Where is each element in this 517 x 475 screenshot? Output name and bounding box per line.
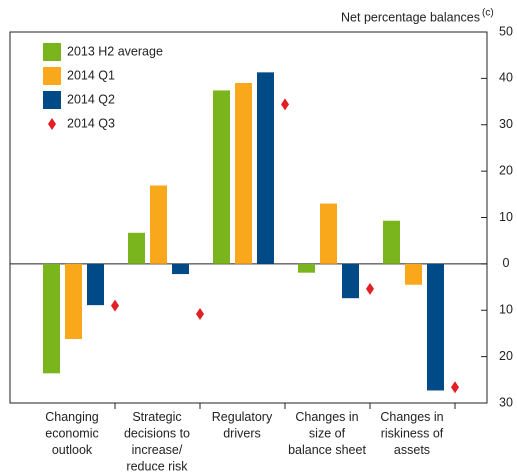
legend-swatch bbox=[43, 91, 61, 109]
marker bbox=[281, 98, 289, 111]
y-tick-label: 30 bbox=[499, 395, 513, 409]
marker bbox=[366, 282, 374, 295]
bar bbox=[172, 263, 189, 275]
bar bbox=[405, 263, 422, 285]
bar bbox=[235, 83, 252, 264]
bar bbox=[257, 72, 274, 264]
y-axis-label-note: (c) bbox=[482, 8, 494, 19]
bar bbox=[298, 263, 315, 273]
marker bbox=[451, 381, 459, 394]
x-tick-label: Changing economic outlook bbox=[45, 410, 99, 457]
y-tick-label: 10 bbox=[499, 303, 513, 317]
x-tick-label: Regulatory drivers bbox=[212, 410, 273, 441]
bar bbox=[427, 263, 444, 391]
bar bbox=[150, 185, 167, 264]
x-tick-label: Changes in size of balance sheet bbox=[288, 410, 366, 457]
bar bbox=[342, 263, 359, 299]
marker bbox=[111, 299, 119, 312]
legend-label: 2013 H2 average bbox=[67, 44, 163, 58]
bar bbox=[87, 263, 104, 306]
y-axis-label: Net percentage balances bbox=[341, 10, 480, 24]
legend-label: 2014 Q2 bbox=[67, 92, 115, 106]
y-tick-label: 20 bbox=[499, 349, 513, 363]
marker bbox=[196, 307, 204, 320]
bar bbox=[65, 263, 82, 340]
bar bbox=[383, 220, 400, 264]
legend-swatch bbox=[48, 118, 56, 130]
y-tick-label: 10 bbox=[499, 210, 513, 224]
legend-swatch bbox=[43, 43, 61, 61]
y-tick-label: 0 bbox=[503, 256, 510, 270]
legend-swatch bbox=[43, 67, 61, 85]
y-tick-label: 30 bbox=[499, 117, 513, 131]
bar bbox=[213, 90, 230, 264]
bar bbox=[320, 203, 337, 264]
bar bbox=[128, 232, 145, 264]
bar bbox=[43, 263, 60, 374]
legend-label: 2014 Q3 bbox=[67, 116, 115, 130]
x-tick-label: Changes in riskiness of assets bbox=[380, 410, 443, 457]
y-tick-label: 50 bbox=[499, 24, 513, 38]
legend-label: 2014 Q1 bbox=[67, 68, 115, 82]
y-tick-label: 20 bbox=[499, 163, 513, 177]
x-tick-label: Strategic decisions to increase/reduce ris… bbox=[124, 410, 190, 474]
y-tick-label: 40 bbox=[499, 71, 513, 85]
